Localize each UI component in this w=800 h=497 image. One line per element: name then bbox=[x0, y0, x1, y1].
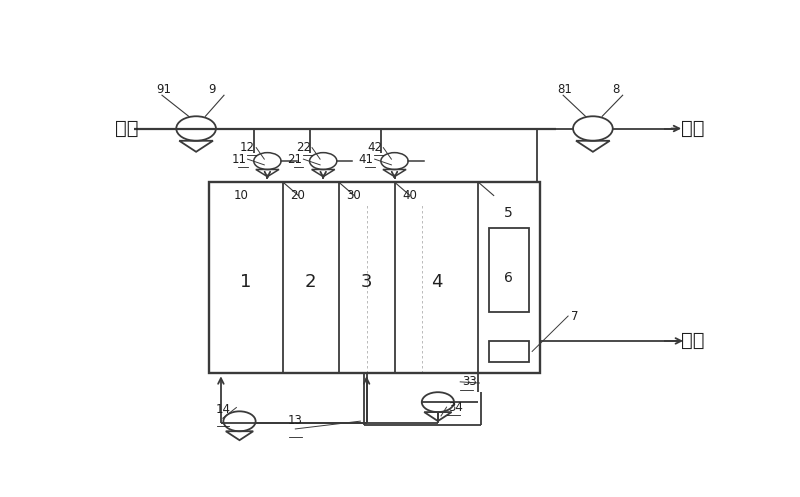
Bar bbox=[209, 182, 540, 373]
Text: 42: 42 bbox=[367, 141, 382, 154]
Text: 清水: 清水 bbox=[681, 119, 705, 138]
Text: 14: 14 bbox=[215, 403, 230, 416]
Text: 9: 9 bbox=[208, 83, 215, 96]
Text: 22: 22 bbox=[296, 141, 310, 154]
Text: 3: 3 bbox=[361, 272, 372, 291]
Text: 污泥: 污泥 bbox=[681, 331, 705, 350]
Text: 5: 5 bbox=[504, 206, 513, 220]
Text: 81: 81 bbox=[558, 83, 573, 96]
Bar bbox=[489, 341, 529, 362]
Text: 污水: 污水 bbox=[115, 119, 139, 138]
Text: 4: 4 bbox=[431, 272, 442, 291]
Bar bbox=[489, 228, 529, 312]
Text: 20: 20 bbox=[290, 189, 306, 202]
Text: 10: 10 bbox=[234, 189, 248, 202]
Text: 1: 1 bbox=[240, 272, 251, 291]
Text: 30: 30 bbox=[346, 189, 361, 202]
Text: 21: 21 bbox=[287, 153, 302, 166]
Text: 6: 6 bbox=[504, 271, 513, 285]
Text: 13: 13 bbox=[288, 414, 302, 427]
Text: 33: 33 bbox=[462, 375, 477, 388]
Text: 8: 8 bbox=[612, 83, 619, 96]
Text: 2: 2 bbox=[305, 272, 317, 291]
Text: 40: 40 bbox=[402, 189, 418, 202]
Text: 11: 11 bbox=[231, 153, 246, 166]
Text: 91: 91 bbox=[156, 83, 171, 96]
Text: 41: 41 bbox=[358, 153, 374, 166]
Text: 12: 12 bbox=[240, 141, 255, 154]
Text: 34: 34 bbox=[449, 401, 463, 414]
Text: 7: 7 bbox=[571, 310, 578, 323]
